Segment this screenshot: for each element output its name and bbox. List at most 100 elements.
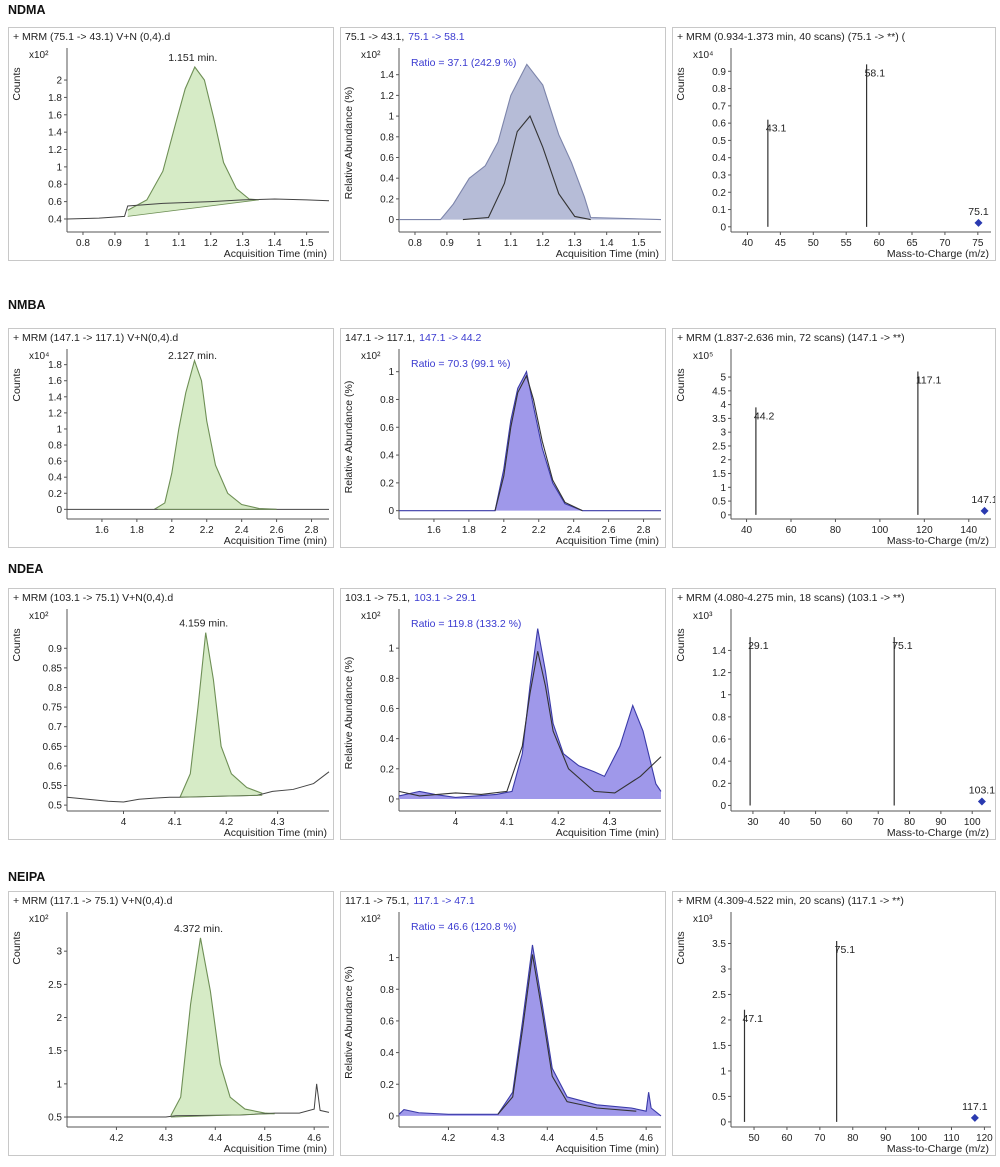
x-tick-label: 2.6 <box>270 525 284 536</box>
ratio-text: Ratio = 46.6 (120.8 %) <box>411 921 516 933</box>
axis-multiplier: x10⁴ <box>693 50 713 61</box>
chart-svg: 117.1 -> 75.1, 117.1 -> 47.1 Relative Abun… <box>343 895 662 1155</box>
x-tick-label: 60 <box>785 525 797 536</box>
y-tick-label: 0.2 <box>380 764 394 775</box>
spectrum-bar-label: 117.1 <box>916 375 942 387</box>
y-tick-label: 0.5 <box>48 801 62 812</box>
y-tick-label: 0.6 <box>380 423 394 434</box>
spectrum-bar-label: 47.1 <box>742 1013 763 1025</box>
x-tick-label: 50 <box>810 817 822 828</box>
x-tick-label: 40 <box>741 525 753 536</box>
x-tick-label: 2.4 <box>567 525 581 536</box>
spectrum-panel: + MRM (4.309-4.522 min, 20 scans) (117.1… <box>672 891 996 1156</box>
y-tick-label: 0.65 <box>43 742 63 753</box>
y-tick-label: 2.5 <box>712 990 726 1001</box>
y-tick-label: 0.6 <box>712 119 726 130</box>
panel-header: + MRM (0.934-1.373 min, 40 scans) (75.1 … <box>677 31 906 43</box>
peak-trace <box>127 65 259 211</box>
y-tick-label: 0.2 <box>380 1080 394 1091</box>
y-tick-label: 0.55 <box>43 781 63 792</box>
y-tick-label: 0.6 <box>380 153 394 164</box>
chart-svg: 75.1 -> 43.1, 75.1 -> 58.1 Relative Abunda… <box>343 31 662 260</box>
y-tick-label: 0.7 <box>712 101 726 112</box>
axis-multiplier: x10⁴ <box>29 351 49 362</box>
y-tick-label: 1 <box>388 367 394 378</box>
y-tick-label: 0.75 <box>43 703 63 714</box>
x-tick-label: 4.3 <box>603 817 617 828</box>
y-tick-label: 0.4 <box>380 451 394 462</box>
x-tick-label: 40 <box>742 238 754 249</box>
header-quant: 75.1 -> 43.1, <box>345 31 404 43</box>
x-tick-label: 75 <box>972 238 984 249</box>
x-axis-label: Acquisition Time (min) <box>556 1143 659 1155</box>
y-tick-label: 2.5 <box>712 441 726 452</box>
y-axis-label: Counts <box>675 368 687 401</box>
y-tick-label: 1.2 <box>48 408 62 419</box>
x-tick-label: 100 <box>872 525 889 536</box>
x-tick-label: 2.8 <box>305 525 319 536</box>
panel-header: 147.1 -> 117.1, 147.1 -> 44.2 <box>345 332 481 344</box>
x-tick-label: 1.1 <box>504 238 518 249</box>
y-tick-label: 1 <box>388 112 394 123</box>
x-tick-label: 2.8 <box>637 525 651 536</box>
axis-multiplier: x10³ <box>693 611 713 622</box>
y-axis-label: Relative Abundance (%) <box>343 966 355 1079</box>
x-tick-label: 70 <box>939 238 951 249</box>
y-tick-label: 1.4 <box>48 392 62 403</box>
y-tick-label: 0.8 <box>380 395 394 406</box>
axis-multiplier: x10² <box>29 50 49 61</box>
y-tick-label: 0.3 <box>712 170 726 181</box>
y-axis-label: Relative Abundance (%) <box>343 381 355 494</box>
x-axis-label: Acquisition Time (min) <box>556 827 659 839</box>
x-tick-label: 1.1 <box>172 238 186 249</box>
x-tick-label: 45 <box>775 238 787 249</box>
y-tick-label: 1.8 <box>48 360 62 371</box>
section-title: NMBA <box>8 298 46 312</box>
integration-line <box>180 794 263 798</box>
x-tick-label: 4.4 <box>208 1133 222 1144</box>
x-tick-label: 1.5 <box>300 238 314 249</box>
ratio-panel: 117.1 -> 75.1, 117.1 -> 47.1 Relative Abun… <box>340 891 666 1156</box>
y-tick-label: 2 <box>720 1015 726 1026</box>
spectrum-panel: + MRM (4.080-4.275 min, 18 scans) (103.1… <box>672 588 996 840</box>
axis-multiplier: x10⁵ <box>693 351 713 362</box>
baseline-trace <box>67 1083 330 1118</box>
y-tick-label: 2 <box>56 76 62 87</box>
x-tick-label: 1.8 <box>462 525 476 536</box>
chart-svg: + MRM (4.309-4.522 min, 20 scans) (117.1… <box>675 895 993 1155</box>
y-tick-label: 1.6 <box>48 376 62 387</box>
x-tick-label: 4.6 <box>307 1133 321 1144</box>
x-axis-label: Acquisition Time (min) <box>556 535 659 547</box>
y-tick-label: 1 <box>56 1079 62 1090</box>
panel-header: + MRM (103.1 -> 75.1) V+N(0,4).d <box>13 592 173 604</box>
ratio-text: Ratio = 37.1 (242.9 %) <box>411 57 516 69</box>
x-tick-label: 1.2 <box>536 238 550 249</box>
x-tick-label: 120 <box>916 525 933 536</box>
header-quant: 103.1 -> 75.1, <box>345 592 410 604</box>
x-tick-label: 2.4 <box>235 525 249 536</box>
spectrum-bar-label: 75.1 <box>835 944 856 956</box>
x-tick-label: 100 <box>910 1133 927 1144</box>
y-axis-label: Counts <box>11 368 23 401</box>
y-tick-label: 1.5 <box>48 1046 62 1057</box>
y-tick-label: 1.4 <box>380 70 394 81</box>
integration-line <box>170 1113 275 1118</box>
ratio-text: Ratio = 119.8 (133.2 %) <box>411 618 521 630</box>
quantifier-trace <box>497 954 637 1115</box>
x-tick-label: 90 <box>935 817 947 828</box>
peak-trace <box>170 937 275 1116</box>
axis-multiplier: x10² <box>361 914 381 925</box>
ratio-panel: 75.1 -> 43.1, 75.1 -> 58.1 Relative Abunda… <box>340 27 666 261</box>
x-tick-label: 4.3 <box>271 817 285 828</box>
baseline-trace <box>66 771 330 803</box>
qualifier-area <box>399 64 661 220</box>
x-tick-label: 1.3 <box>236 238 250 249</box>
y-tick-label: 1 <box>720 483 726 494</box>
precursor-diamond <box>970 1113 979 1122</box>
y-tick-label: 0 <box>388 1111 394 1122</box>
x-tick-label: 1.2 <box>204 238 218 249</box>
y-tick-label: 0.6 <box>48 761 62 772</box>
x-tick-label: 4.5 <box>258 1133 272 1144</box>
x-axis-label: Mass-to-Charge (m/z) <box>887 827 989 839</box>
y-axis-label: Counts <box>11 628 23 661</box>
